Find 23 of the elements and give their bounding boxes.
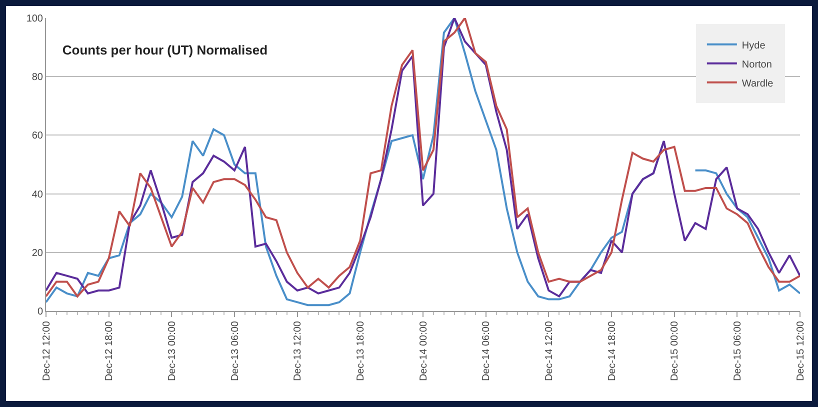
y-tick-label: 60 (32, 130, 44, 142)
x-tick-label: Dec-14 00:00 (418, 320, 430, 382)
y-tick-label: 40 (32, 189, 44, 200)
x-tick-label: Dec-13 06:00 (230, 320, 241, 382)
x-tick-label: Dec-15 00:00 (670, 320, 681, 382)
x-tick-label: Dec-13 00:00 (166, 320, 178, 382)
x-tick-label: Dec-15 12:00 (795, 320, 806, 382)
x-tick-label: Dec-12 12:00 (41, 320, 52, 382)
legend-label: Wardle (742, 78, 774, 90)
text: Counts per hour (UT) Normalised (62, 42, 268, 58)
y-tick-label: 80 (32, 72, 44, 84)
legend-label: Hyde (742, 40, 766, 52)
y-tick-label: 20 (32, 248, 44, 259)
legend-label: Norton (742, 59, 772, 70)
x-tick-label: Dec-14 18:00 (606, 320, 618, 382)
x-tick-label: Dec-13 12:00 (292, 320, 304, 382)
x-tick-label: Dec-14 06:00 (481, 320, 492, 382)
x-tick-label: Dec-13 18:00 (355, 320, 366, 382)
x-tick-label: Dec-12 18:00 (104, 320, 116, 382)
y-tick-label: 100 (26, 14, 44, 24)
x-tick-label: Dec-15 06:00 (732, 320, 744, 382)
y-tick-label: 0 (37, 306, 44, 318)
x-tick-label: Dec-14 12:00 (544, 320, 555, 382)
